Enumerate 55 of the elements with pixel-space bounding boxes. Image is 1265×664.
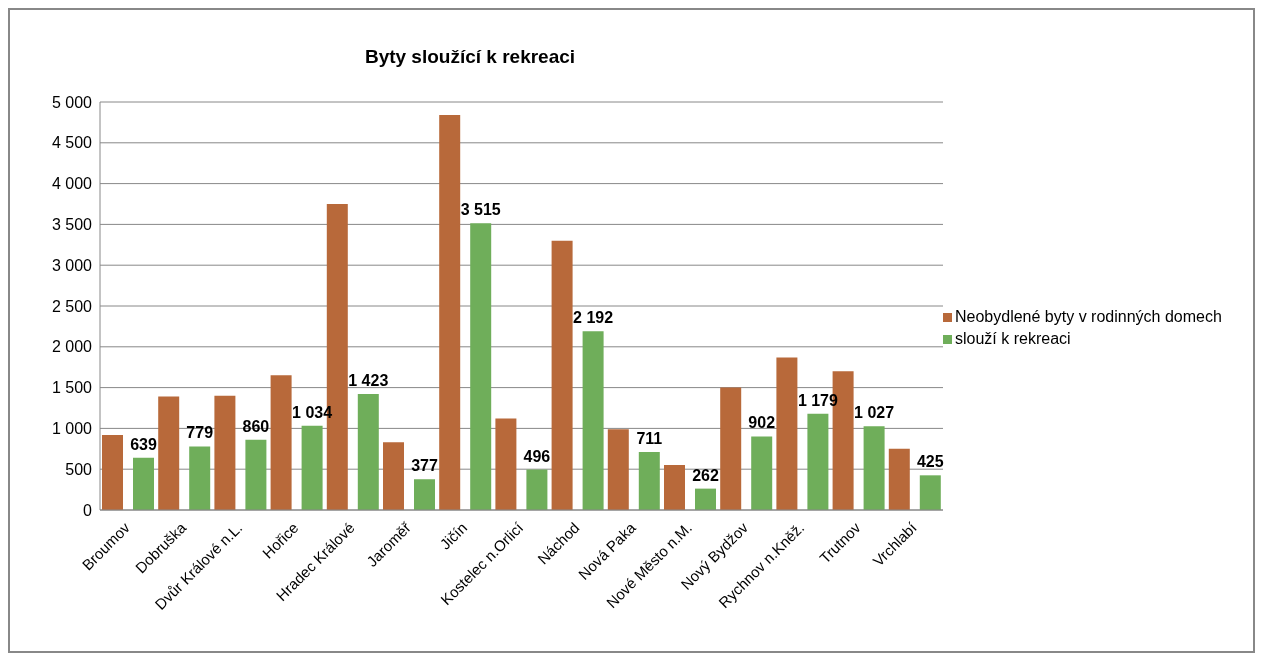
bar xyxy=(919,475,941,510)
bar xyxy=(133,457,154,510)
bar xyxy=(582,331,604,510)
bar xyxy=(301,425,323,510)
data-label: 1 423 xyxy=(348,371,389,389)
legend-label: slouží k rekreaci xyxy=(955,330,1071,348)
bar xyxy=(214,395,236,510)
data-label: 711 xyxy=(636,429,663,447)
data-label: 902 xyxy=(748,414,776,432)
y-tick-label: 3 000 xyxy=(51,256,93,274)
bar xyxy=(102,434,123,510)
data-label: 3 515 xyxy=(460,201,501,219)
bar xyxy=(526,469,548,510)
data-label: 425 xyxy=(916,453,944,471)
data-label: 639 xyxy=(130,435,157,453)
data-label: 377 xyxy=(411,457,438,475)
bar xyxy=(495,418,517,510)
y-tick-label: 3 500 xyxy=(51,216,93,234)
y-tick-label: 1 500 xyxy=(51,379,93,397)
bar xyxy=(807,413,829,510)
bar xyxy=(470,223,492,510)
bar xyxy=(776,357,798,510)
bar xyxy=(414,479,435,510)
bar xyxy=(189,446,211,510)
data-label: 860 xyxy=(242,417,270,435)
bar xyxy=(888,448,910,510)
bar xyxy=(158,396,180,510)
data-label: 262 xyxy=(692,466,719,484)
data-label: 779 xyxy=(186,424,214,442)
bar xyxy=(863,426,885,510)
bar xyxy=(751,436,773,510)
y-tick-label: 4 500 xyxy=(51,134,93,152)
bar xyxy=(638,451,660,510)
data-label: 496 xyxy=(523,447,551,465)
bar xyxy=(607,429,629,510)
y-tick-label: 2 000 xyxy=(51,338,93,356)
bar xyxy=(357,393,379,510)
bar xyxy=(270,375,292,510)
bar xyxy=(720,387,742,510)
bar xyxy=(245,439,267,510)
bar xyxy=(439,115,461,510)
y-tick-label: 500 xyxy=(65,460,93,478)
y-tick-label: 4 000 xyxy=(51,175,93,193)
y-tick-label: 2 500 xyxy=(51,297,93,315)
bar xyxy=(695,488,716,510)
legend-label: Neobydlené byty v rodinných domech xyxy=(955,308,1222,326)
chart-title: Byty sloužící k rekreaci xyxy=(363,46,577,68)
data-label: 2 192 xyxy=(573,309,614,327)
bar xyxy=(664,465,685,510)
bar xyxy=(551,240,573,510)
y-tick-label: 1 000 xyxy=(51,420,93,438)
y-tick-label: 5 000 xyxy=(51,93,93,111)
y-tick-label: 0 xyxy=(83,501,93,519)
data-label: 1 027 xyxy=(854,404,895,422)
bar xyxy=(383,442,404,510)
